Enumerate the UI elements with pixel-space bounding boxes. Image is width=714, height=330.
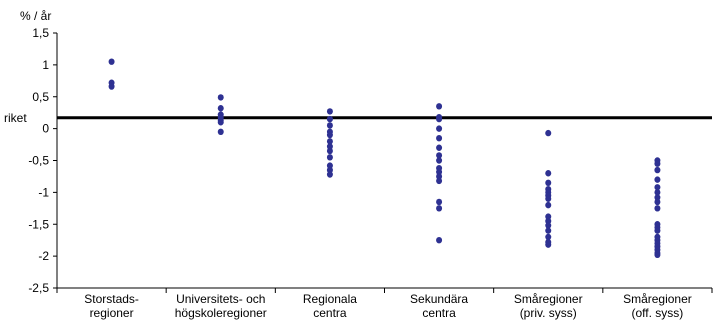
data-point xyxy=(326,166,333,174)
y-tick-label: -1 xyxy=(38,185,49,199)
y-tick-label: -2 xyxy=(38,249,49,263)
y-tick-label: 1 xyxy=(42,58,49,72)
data-point xyxy=(108,58,115,65)
data-point xyxy=(545,233,552,241)
data-point xyxy=(545,241,552,248)
y-unit-label: % / år xyxy=(20,9,51,23)
data-point xyxy=(654,160,661,167)
data-point xyxy=(654,189,661,196)
x-category-label: Sekundära centra xyxy=(410,292,468,320)
data-point xyxy=(217,94,224,101)
data-point xyxy=(436,144,443,151)
x-category-label: Småregioner (priv. syss) xyxy=(514,292,583,320)
data-point xyxy=(436,134,443,142)
data-point xyxy=(545,222,552,229)
y-tick-label: -1,5 xyxy=(28,217,49,231)
data-point xyxy=(326,115,333,123)
data-point xyxy=(545,195,552,202)
data-point xyxy=(654,198,661,206)
x-category-label: Småregioner (off. syss) xyxy=(623,292,692,320)
y-tick-label: -2,5 xyxy=(28,281,49,295)
x-category-label: Storstads-regioner xyxy=(84,292,139,320)
data-point xyxy=(108,83,115,90)
y-tick-label: -0,5 xyxy=(28,154,49,168)
data-point xyxy=(326,131,333,139)
data-point xyxy=(545,201,552,209)
data-point xyxy=(326,143,333,150)
x-category-label: Universitets- och högskoleregioner xyxy=(175,292,267,320)
x-category-label: Regionala centra xyxy=(303,292,357,320)
data-point xyxy=(436,205,443,212)
data-point xyxy=(545,227,552,234)
y-tick-label: 0 xyxy=(42,122,49,136)
data-point xyxy=(436,125,443,132)
data-point xyxy=(326,162,333,169)
data-point xyxy=(326,122,333,129)
data-point xyxy=(545,129,552,137)
data-point xyxy=(654,251,661,259)
data-point xyxy=(326,147,333,155)
data-point xyxy=(436,152,443,159)
data-point xyxy=(326,108,333,115)
data-point xyxy=(436,198,443,206)
data-point xyxy=(436,236,443,244)
data-point xyxy=(654,176,661,183)
data-point xyxy=(654,184,661,191)
data-point xyxy=(654,227,661,234)
data-point xyxy=(545,170,552,177)
data-point xyxy=(545,179,552,187)
data-point xyxy=(326,154,333,161)
data-point xyxy=(326,171,333,178)
data-point xyxy=(436,103,443,110)
data-point xyxy=(545,217,552,225)
data-point xyxy=(436,115,443,123)
data-point xyxy=(436,168,443,176)
data-point xyxy=(217,119,224,126)
data-point xyxy=(654,166,661,174)
y-tick-label: 1,5 xyxy=(32,26,49,40)
data-point xyxy=(654,205,661,212)
data-point xyxy=(436,157,443,164)
data-point xyxy=(545,213,552,220)
data-point xyxy=(217,128,224,136)
reference-line-label: riket xyxy=(4,111,27,125)
data-point xyxy=(326,138,333,145)
data-point xyxy=(217,105,224,112)
data-point xyxy=(436,173,443,180)
data-point xyxy=(654,194,661,201)
data-point xyxy=(436,177,443,185)
y-tick-label: 0,5 xyxy=(32,90,49,104)
